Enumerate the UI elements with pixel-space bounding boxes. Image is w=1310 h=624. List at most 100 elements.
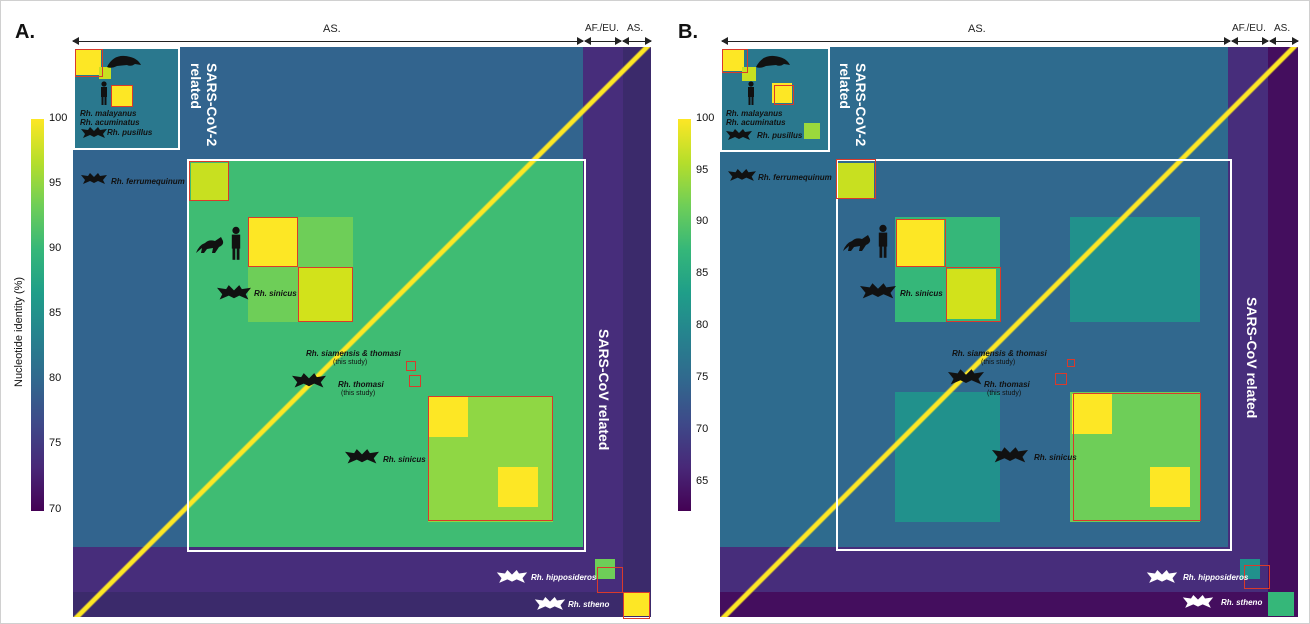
- clade-box: [774, 85, 794, 105]
- species-label: Rh. sinicus: [254, 289, 297, 298]
- clade-box: [189, 161, 229, 201]
- identity-heatmap: [73, 47, 651, 617]
- human-icon: [101, 81, 107, 105]
- clade-box: [406, 361, 416, 371]
- colorbar-tick: 80: [49, 372, 62, 384]
- sars-cov-label: SARS-CoV related: [1244, 297, 1260, 419]
- species-label: Rh. ferrumequinum: [758, 173, 832, 182]
- region-arrow-afeu: [584, 37, 622, 45]
- colorbar-tick: 75: [696, 371, 709, 383]
- sars-cov-2-label: SARS-CoV-2 related: [837, 63, 869, 147]
- region-arrow-as-right: [622, 37, 652, 45]
- region-label-as: AS.: [323, 23, 341, 35]
- colorbar-tick: 100: [49, 112, 68, 124]
- species-label: Rh. acuminatus: [80, 118, 140, 127]
- region-label-as-right: AS.: [1274, 23, 1291, 34]
- bat-icon: [81, 127, 107, 138]
- sars-cov-group-box: [187, 159, 586, 552]
- bat-icon: [860, 283, 896, 299]
- species-label: Rh. thomasi: [984, 380, 1030, 389]
- sars-cov-label: SARS-CoV related: [596, 329, 612, 451]
- species-label: Rh. stheno: [1221, 598, 1263, 607]
- bat-icon: [726, 129, 752, 140]
- clade-box: [428, 396, 553, 521]
- colorbar-tick: 70: [49, 503, 62, 515]
- species-label: Rh. sinicus: [1034, 453, 1077, 462]
- bat-icon: [81, 173, 107, 184]
- species-label: Rh. pusillus: [107, 128, 153, 137]
- clade-box: [1067, 359, 1075, 367]
- species-label: Rh. pusillus: [757, 131, 803, 140]
- pangolin-icon: [756, 55, 790, 68]
- species-label: Rh. malayanus: [726, 109, 783, 118]
- panel-a: A. AS. AF./EU. AS. 100 95 90 85 80 75 70…: [1, 1, 652, 623]
- colorbar-tick: 95: [49, 177, 62, 189]
- civet-icon: [843, 235, 871, 251]
- horseshoe-bat-white-icon: [496, 570, 528, 583]
- panel-label: B.: [678, 21, 698, 43]
- species-label: Rh. acuminatus: [726, 118, 786, 127]
- horseshoe-bat-white-icon: [534, 597, 566, 610]
- bat-icon: [992, 447, 1028, 463]
- region-arrow-as: [72, 37, 584, 45]
- sars-cov-group-box: [836, 159, 1232, 551]
- species-label: Rh. sinicus: [383, 455, 426, 464]
- clade-box: [111, 85, 133, 107]
- species-label: Rh. malayanus: [80, 109, 137, 118]
- study-note: (this study): [333, 359, 368, 366]
- species-label: Rh. hipposideros: [1183, 573, 1249, 582]
- human-icon: [231, 226, 241, 260]
- clade-box: [623, 592, 650, 619]
- sars-cov-2-label: SARS-CoV-2 related: [188, 63, 220, 147]
- human-icon: [748, 81, 754, 105]
- clade-box: [722, 49, 748, 73]
- species-label: Rh. siamensis & thomasi: [306, 349, 401, 358]
- panel-b: B. AS. AF./EU. AS. 100 95 90 85 80 75 70…: [656, 1, 1306, 623]
- colorbar-label: Nucleotide identity (%): [13, 276, 25, 387]
- region-label-afeu: AF./EU.: [1232, 23, 1266, 34]
- bat-icon: [292, 373, 326, 388]
- colorbar-tick: 85: [696, 267, 709, 279]
- species-label: Rh. thomasi: [338, 380, 384, 389]
- colorbar-tick: 70: [696, 423, 709, 435]
- region-label-as-right: AS.: [627, 23, 644, 34]
- region-label-afeu: AF./EU.: [585, 23, 619, 34]
- clade-box: [1244, 565, 1270, 589]
- region-arrow-afeu: [1231, 37, 1269, 45]
- clade-box: [248, 217, 298, 267]
- bat-icon: [948, 369, 984, 385]
- species-label: Rh. siamensis & thomasi: [952, 349, 1047, 358]
- sars-cov-2-group-box: [720, 47, 830, 152]
- species-label: Rh. stheno: [568, 600, 610, 609]
- species-label: Rh. ferrumequinum: [111, 177, 185, 186]
- identity-heatmap: [720, 47, 1298, 617]
- horseshoe-bat-white-icon: [1146, 570, 1178, 583]
- region-arrow-as: [721, 37, 1231, 45]
- bat-icon: [345, 449, 379, 464]
- region-label-as: AS.: [968, 23, 986, 35]
- human-icon: [878, 224, 888, 258]
- clade-box: [75, 49, 103, 77]
- colorbar-tick: 95: [696, 164, 709, 176]
- region-arrow-as-right: [1269, 37, 1299, 45]
- clade-box: [896, 219, 946, 267]
- pangolin-icon: [107, 55, 141, 68]
- species-label: Rh. sinicus: [900, 289, 943, 298]
- clade-box: [836, 159, 876, 199]
- species-label: Rh. hipposideros: [531, 573, 597, 582]
- study-note: (this study): [987, 390, 1022, 397]
- colorbar-tick: 90: [696, 215, 709, 227]
- clade-box: [1073, 393, 1201, 521]
- clade-box: [298, 267, 353, 322]
- study-note: (this study): [341, 390, 376, 397]
- study-note: (this study): [981, 359, 1016, 366]
- horseshoe-bat-white-icon: [1182, 595, 1214, 608]
- colorbar-tick: 85: [49, 307, 62, 319]
- bat-icon: [728, 169, 756, 181]
- clade-box: [597, 567, 623, 593]
- sars-cov-2-group-box: [73, 47, 180, 150]
- bat-icon: [217, 285, 251, 300]
- clade-box: [1055, 373, 1067, 385]
- panel-label: A.: [15, 21, 35, 43]
